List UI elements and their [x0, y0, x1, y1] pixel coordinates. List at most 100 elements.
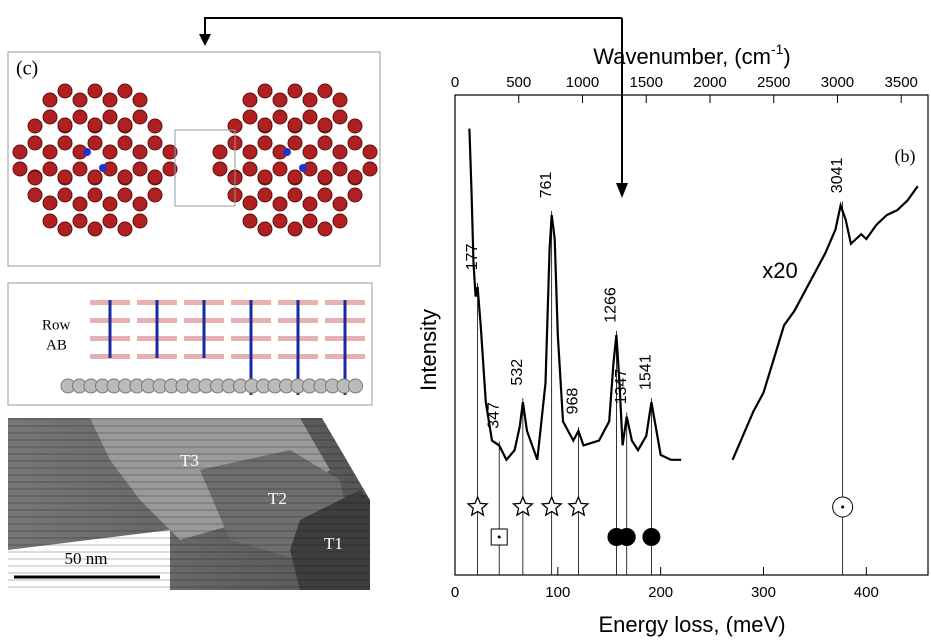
atom [317, 83, 333, 99]
atom [257, 135, 273, 151]
atom [257, 117, 273, 133]
atom [257, 187, 273, 203]
filled-marker [617, 528, 636, 546]
spectrum [731, 185, 919, 461]
atom [332, 196, 348, 212]
peak-label: 1541 [638, 354, 655, 390]
nitrogen [99, 164, 107, 172]
atom [317, 169, 333, 185]
atom [302, 213, 318, 229]
atom [302, 109, 318, 125]
substrate-atom [348, 378, 363, 394]
atom [132, 109, 148, 125]
atom [72, 92, 88, 108]
atom [42, 92, 58, 108]
panel-label: (b) [895, 146, 916, 167]
atom [87, 83, 103, 99]
stacking-diagram [60, 300, 365, 395]
x-tick-label: 200 [648, 584, 673, 601]
atom [212, 144, 228, 160]
atom [117, 187, 133, 203]
x2-tick-label: 2500 [757, 74, 790, 91]
atom [347, 187, 363, 203]
x-tick-label: 0 [451, 584, 459, 601]
molecules [12, 83, 378, 237]
atom [117, 135, 133, 151]
spectrum [468, 128, 682, 462]
atom [242, 213, 258, 229]
atom [332, 161, 348, 177]
x2-tick-label: 1000 [566, 74, 599, 91]
connector-arrow [204, 17, 623, 185]
x2-tick-label: 500 [506, 74, 531, 91]
atom [347, 135, 363, 151]
atom [317, 135, 333, 151]
atom [272, 92, 288, 108]
arrow-head [616, 183, 628, 198]
square-dot [497, 535, 501, 539]
atom [332, 109, 348, 125]
atom [362, 144, 378, 160]
row-label: Row [42, 317, 71, 333]
atom [242, 109, 258, 125]
atom [147, 169, 163, 185]
atom [332, 144, 348, 160]
atom [27, 135, 43, 151]
atom [57, 221, 73, 237]
peak-label: 1266 [603, 287, 620, 323]
atom [57, 135, 73, 151]
x-tick-label: 100 [545, 584, 570, 601]
atom [42, 195, 58, 211]
x2-tick-label: 0 [451, 74, 459, 91]
atom [72, 161, 88, 177]
atom [162, 144, 178, 160]
peak-label: 3041 [829, 158, 846, 194]
atom [102, 109, 118, 125]
atom [347, 118, 363, 134]
x-axis-label: Energy loss, (meV) [598, 612, 785, 637]
star-marker [540, 495, 563, 517]
atom [272, 161, 288, 177]
x2-tick-label: 1500 [630, 74, 663, 91]
atom [27, 170, 43, 186]
atom [317, 187, 333, 203]
atom [102, 213, 118, 229]
stm-image [8, 418, 370, 590]
peak-label: 761 [538, 172, 555, 199]
star-marker [511, 495, 535, 517]
y-axis-label: Intensity [416, 309, 441, 391]
atom [132, 196, 148, 212]
atom [242, 161, 258, 177]
x2-label-part: -1 [771, 41, 784, 57]
terrace-label: T1 [324, 534, 343, 553]
peak-label: 968 [565, 388, 582, 415]
atom [117, 221, 133, 237]
atom [57, 187, 73, 203]
atom [132, 144, 148, 160]
atom [57, 169, 73, 185]
unit-cell [174, 129, 236, 207]
nitrogen [83, 148, 91, 156]
atom [102, 196, 118, 212]
atom [242, 92, 258, 108]
peak-label: 532 [509, 359, 526, 386]
atom [257, 83, 273, 99]
atom [317, 221, 333, 237]
atom [272, 196, 288, 212]
x2-tick-label: 3500 [885, 74, 918, 91]
atom [42, 213, 58, 229]
scale-bar-label: 50 nm [65, 549, 108, 568]
atom [132, 92, 148, 108]
atom [147, 118, 163, 134]
atom [117, 117, 133, 133]
atom [287, 187, 303, 203]
atom [317, 117, 333, 133]
x2-tick-label: 2000 [693, 74, 726, 91]
atom [272, 213, 288, 229]
x2-axis-label: Wavenumber, (cm-1) [593, 41, 790, 69]
atom [257, 221, 273, 237]
peak-label: 1347 [613, 369, 630, 405]
atom [302, 196, 318, 212]
star-marker [466, 495, 489, 517]
